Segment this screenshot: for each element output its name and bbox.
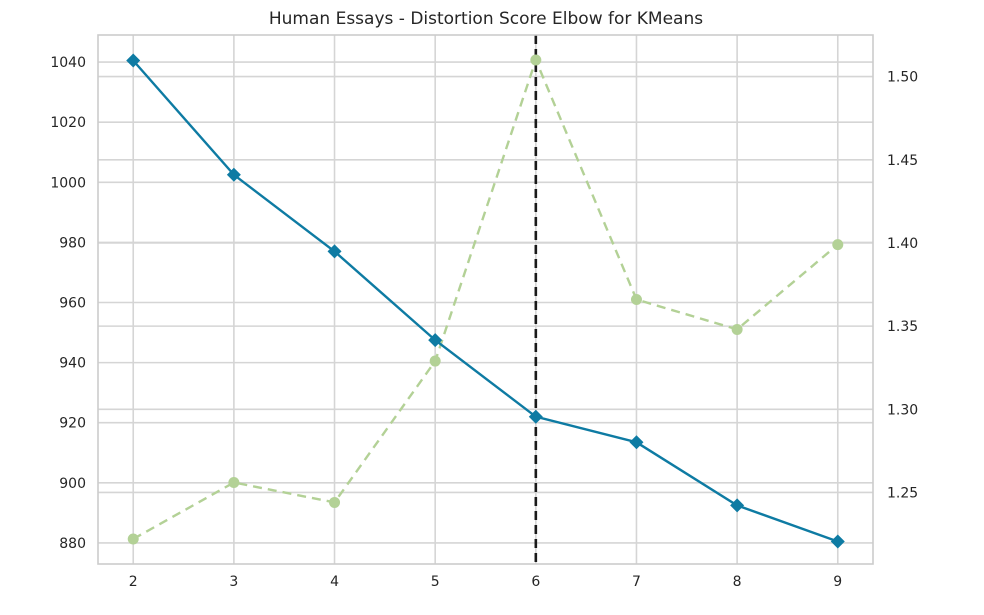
x-tick-label: 9 bbox=[833, 574, 842, 590]
chart-title: Human Essays - Distortion Score Elbow fo… bbox=[269, 9, 703, 29]
tick-labels: 2 3 4 5 6 7 8 9 880 900 920 940 960 980 1000 1020 1040 1.… bbox=[50, 55, 918, 590]
series-layer bbox=[126, 53, 845, 549]
y-right-tick-label: 1.50 bbox=[887, 70, 918, 86]
x-tick-label: 6 bbox=[531, 574, 540, 590]
distortion-point bbox=[629, 435, 644, 450]
fit-time-point bbox=[228, 476, 240, 488]
distortion-point bbox=[327, 244, 342, 259]
x-tick-label: 3 bbox=[229, 574, 238, 590]
fit-time-line bbox=[132, 56, 839, 541]
fit-time-point bbox=[832, 239, 844, 251]
fit-time-point bbox=[530, 54, 542, 66]
y-left-tick-label: 960 bbox=[59, 296, 86, 312]
fit-time-point bbox=[630, 294, 642, 305]
x-tick-label: 4 bbox=[330, 574, 339, 590]
distortion-point bbox=[730, 498, 745, 513]
y-right-tick-label: 1.40 bbox=[887, 236, 918, 252]
distortion-point bbox=[830, 534, 845, 549]
y-left-tick-label: 940 bbox=[59, 356, 86, 372]
distortion-point bbox=[428, 333, 443, 348]
distortion-point bbox=[528, 409, 543, 424]
fit-time-point bbox=[429, 355, 441, 367]
x-tick-label: 2 bbox=[129, 574, 138, 590]
distortion-line bbox=[132, 59, 839, 543]
y-left-tick-label: 1000 bbox=[50, 175, 86, 191]
distortion-point bbox=[226, 167, 241, 182]
y-left-tick-label: 900 bbox=[59, 476, 86, 492]
x-tick-label: 7 bbox=[632, 574, 641, 590]
y-left-tick-label: 1020 bbox=[50, 115, 86, 131]
y-left-tick-label: 920 bbox=[59, 416, 86, 432]
distortion-point bbox=[126, 53, 141, 68]
x-tick-label: 5 bbox=[431, 574, 440, 590]
y-right-tick-label: 1.45 bbox=[887, 153, 918, 169]
fit-time-point bbox=[127, 533, 139, 545]
y-right-tick-label: 1.35 bbox=[887, 319, 918, 335]
fit-time-point bbox=[731, 323, 743, 335]
fit-time-point bbox=[329, 496, 341, 508]
plot-frame bbox=[97, 34, 874, 565]
y-left-tick-label: 880 bbox=[59, 536, 86, 552]
y-left-tick-label: 1040 bbox=[50, 55, 86, 71]
y-left-tick-label: 980 bbox=[59, 235, 86, 251]
y-right-tick-label: 1.25 bbox=[887, 485, 918, 501]
y-right-tick-label: 1.30 bbox=[887, 402, 918, 418]
x-tick-label: 8 bbox=[733, 574, 742, 590]
grid-lines bbox=[98, 35, 873, 564]
